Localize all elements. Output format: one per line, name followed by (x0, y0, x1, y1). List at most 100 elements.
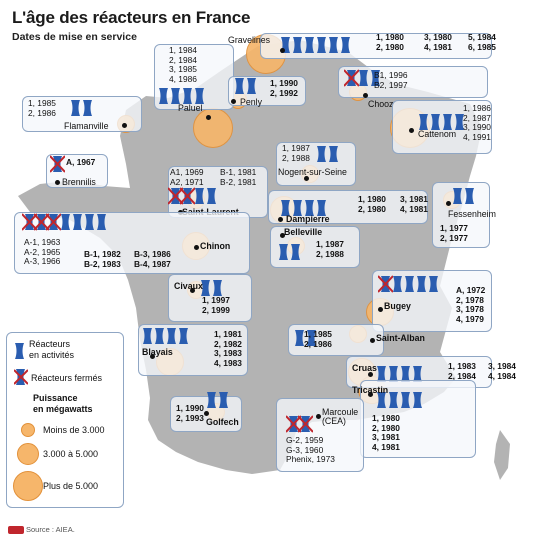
site-location-dot (122, 123, 127, 128)
reactor-icons (22, 213, 108, 231)
site-location-dot (194, 245, 199, 250)
reactor-icon (246, 78, 257, 94)
site-box-saint-alban (288, 324, 384, 356)
reactor-icon (358, 70, 369, 86)
site-location-dot (280, 233, 285, 238)
reactor-icon (304, 37, 315, 53)
reactor-icons (286, 415, 313, 433)
reactor-icon (442, 114, 453, 130)
reactor-icon (400, 392, 411, 408)
commissioning-dates: 3, 1981 4, 1981 (400, 194, 428, 214)
commissioning-dates: 1, 1984 2, 1984 3, 1985 4, 1986 (169, 45, 197, 84)
site-name: Dampierre (286, 214, 330, 224)
legend-medium-circle (17, 443, 39, 465)
legend-closed-icon (13, 369, 29, 390)
commissioning-dates: 1, 1987 2, 1988 (316, 239, 344, 259)
commissioning-dates: A1, 1969 A2, 1971 (170, 167, 204, 187)
site-box-nogent-sur-seine (276, 142, 356, 186)
reactor-icon (218, 392, 229, 408)
reactor-icons (200, 280, 224, 296)
reactor-icon (292, 200, 303, 216)
legend-large-label: Plus de 5.000 (43, 481, 99, 491)
commissioning-dates: 3, 1980 4, 1981 (424, 32, 452, 52)
commissioning-dates: 1, 1980 2, 1980 (358, 194, 386, 214)
reactor-closed-icon (46, 213, 61, 231)
reactor-icon (200, 280, 211, 296)
reactor-icon (304, 200, 315, 216)
site-location-dot (204, 411, 209, 416)
site-name: Fessenheim (448, 209, 496, 219)
reactor-icon (170, 88, 181, 104)
reactor-icons (50, 155, 65, 173)
site-location-dot (378, 307, 383, 312)
reactor-icon (154, 328, 165, 344)
legend-large-circle (13, 471, 43, 501)
site-location-dot (150, 354, 155, 359)
reactor-icon (206, 188, 217, 204)
reactor-icon (70, 100, 81, 116)
reactor-icon (194, 188, 205, 204)
reactor-icon (328, 146, 339, 162)
site-box-fessenheim (432, 182, 490, 248)
site-name: Penly (240, 97, 263, 107)
reactor-icons (206, 392, 230, 408)
commissioning-dates: 1, 1985 2, 1986 (28, 98, 56, 118)
reactor-icon (182, 88, 193, 104)
reactor-icon (412, 392, 423, 408)
reactor-icon (142, 328, 153, 344)
reactor-icon (464, 188, 475, 204)
site-location-dot (280, 48, 285, 53)
legend-power-title: Puissance en mégawatts (33, 393, 93, 414)
commissioning-dates: 1, 1990 2, 1992 (270, 78, 298, 98)
page-subtitle: Dates de mise en service (12, 31, 137, 43)
commissioning-dates: 1, 1983 2, 1984 (448, 361, 476, 381)
corsica (494, 430, 510, 480)
reactor-icon (428, 276, 439, 292)
site-name: Cattenom (418, 129, 457, 139)
source-note: Source : AIEA. (8, 525, 75, 534)
commissioning-dates: 1, 1986 2, 1987 3, 1990 4, 1991 (463, 103, 491, 142)
legend-small-label: Moins de 3.000 (43, 425, 105, 435)
commissioning-dates: B1, 1996 B2, 1997 (374, 70, 408, 90)
site-box-paluel (154, 44, 234, 110)
reactor-icon (206, 392, 217, 408)
reactor-icon (84, 214, 95, 230)
reactor-icon (166, 328, 177, 344)
commissioning-dates: 1, 1977 2, 1977 (440, 223, 468, 243)
commissioning-dates: A-1, 1963 A-2, 1965 A-3, 1966 (24, 237, 61, 267)
commissioning-dates: 3, 1984 4, 1984 (488, 361, 516, 381)
reactor-closed-icon (298, 415, 313, 433)
reactor-icon (376, 366, 387, 382)
site-location-dot (231, 99, 236, 104)
site-name: Paluel (178, 103, 203, 113)
reactor-icon (290, 244, 301, 260)
legend-active-label: Réacteurs en activités (29, 339, 75, 360)
reactor-icons (70, 100, 94, 116)
reactor-icon (328, 37, 339, 53)
reactor-icon (370, 70, 381, 86)
site-location-dot (409, 128, 414, 133)
reactor-icon (72, 214, 83, 230)
site-name: Civaux (174, 281, 203, 291)
reactor-icons (452, 188, 476, 204)
legend-active-icon (14, 343, 25, 364)
site-location-dot (370, 338, 375, 343)
site-box-cattenom (392, 100, 492, 154)
legend: Réacteurs en activités Réacteurs fermés … (6, 332, 124, 508)
reactor-icon (212, 280, 223, 296)
site-name: Cruas (352, 363, 377, 373)
site-name: Golfech (206, 417, 239, 427)
reactor-icon (412, 366, 423, 382)
reactor-icon (376, 392, 387, 408)
reactor-icon (388, 392, 399, 408)
site-location-dot (278, 217, 283, 222)
reactor-icon (454, 114, 465, 130)
reactor-icon (178, 328, 189, 344)
reactor-icons (168, 187, 218, 205)
commissioning-dates: A, 1972 2, 1978 3, 1978 4, 1979 (456, 285, 486, 324)
reactor-icon (96, 214, 107, 230)
reactor-icons (378, 275, 440, 293)
commissioning-dates: 1, 1985 2, 1986 (304, 329, 332, 349)
reactor-icon (60, 214, 71, 230)
publisher-logo (8, 526, 24, 534)
